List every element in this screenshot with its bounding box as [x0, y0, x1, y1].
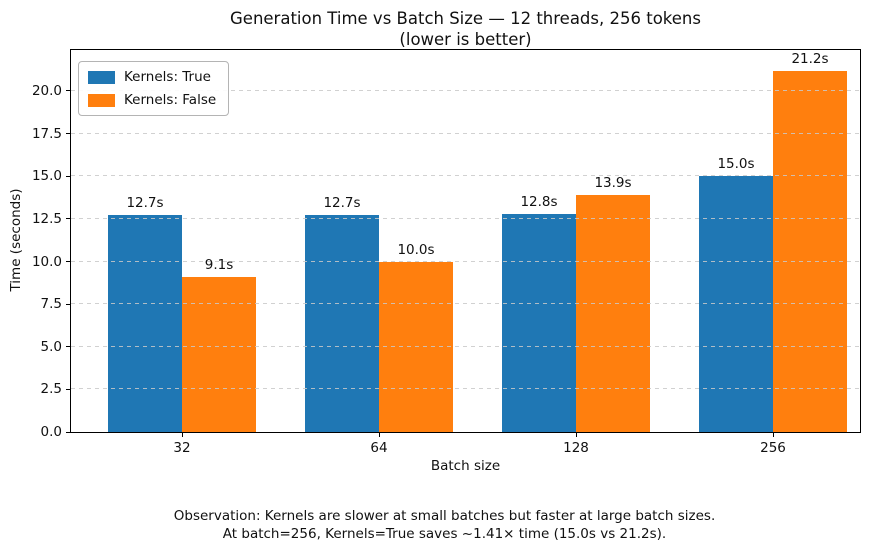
y-tick-mark — [66, 175, 70, 177]
gridline-y-7.5 — [71, 303, 860, 305]
legend: Kernels: True Kernels: False — [78, 61, 230, 116]
y-tick-mark — [66, 90, 70, 92]
bar-value-label: 12.7s — [323, 195, 361, 212]
x-tick-mark — [576, 433, 577, 437]
bar-value-label: 13.9s — [594, 175, 632, 191]
legend-label-kernels-true: Kernels: True — [124, 69, 211, 85]
gridline-y-5 — [71, 345, 860, 347]
y-tick-label-0.0: 0.0 — [40, 424, 62, 440]
bar-false-64 — [379, 261, 453, 432]
x-tick-label-32: 32 — [173, 440, 191, 456]
y-tick-mark — [66, 431, 70, 433]
bar-value-label: 12.8s — [520, 193, 558, 210]
footnote: Observation: Kernels are slower at small… — [0, 507, 889, 543]
x-tick-mark — [379, 433, 380, 437]
bar-value-label: 10.0s — [397, 241, 435, 258]
bar-true-128 — [502, 213, 576, 432]
y-tick-label-5.0: 5.0 — [40, 338, 62, 355]
y-tick-label-15.0: 15.0 — [31, 168, 62, 185]
bar-value-label: 21.2s — [791, 50, 829, 67]
legend-swatch-kernels-true — [88, 70, 115, 84]
bar-false-32 — [182, 276, 256, 432]
y-tick-mark — [66, 346, 70, 348]
bar-true-64 — [305, 215, 379, 432]
x-tick-label-64: 64 — [370, 440, 388, 456]
y-tick-mark — [66, 261, 70, 262]
gridline-y-2.5 — [71, 388, 860, 390]
y-tick-mark — [66, 303, 70, 305]
gridline-y-15 — [71, 175, 860, 177]
legend-label-kernels-false: Kernels: False — [124, 92, 217, 108]
footnote-line-2: At batch=256, Kernels=True saves ~1.41× … — [222, 526, 667, 542]
chart-title: Generation Time vs Batch Size — 12 threa… — [230, 9, 701, 28]
gridline-y-20 — [71, 89, 860, 91]
x-axis-label: Batch size — [430, 458, 501, 474]
y-tick-mark — [66, 218, 70, 220]
y-tick-label-2.5: 2.5 — [40, 381, 62, 398]
gridline-y-17.5 — [71, 132, 860, 134]
bar-false-256 — [773, 70, 847, 432]
bar-value-label: 15.0s — [717, 156, 755, 173]
y-tick-label-12.5: 12.5 — [31, 210, 62, 227]
y-tick-mark — [66, 388, 70, 390]
chart-subtitle: (lower is better) — [399, 30, 532, 49]
bar-value-label: 12.7s — [126, 195, 164, 212]
y-tick-label-17.5: 17.5 — [31, 125, 62, 142]
bar-false-128 — [576, 195, 650, 432]
x-tick-label-128: 128 — [563, 440, 589, 456]
footnote-line-1: Observation: Kernels are slower at small… — [173, 508, 716, 524]
legend-item-kernels-true: Kernels: True — [88, 69, 216, 85]
y-tick-mark — [66, 133, 70, 135]
y-axis-label: Time (seconds) — [8, 188, 24, 292]
bar-true-32 — [108, 215, 182, 432]
x-tick-mark — [773, 433, 774, 437]
y-tick-label-7.5: 7.5 — [40, 296, 62, 313]
y-tick-label-20.0: 20.0 — [31, 82, 62, 99]
y-tick-label-10.0: 10.0 — [31, 253, 62, 270]
x-tick-mark — [182, 433, 183, 437]
gridline-y-10 — [71, 260, 860, 262]
bar-value-label: 9.1s — [204, 256, 234, 273]
gridline-y-12.5 — [71, 217, 860, 219]
x-tick-label-256: 256 — [760, 440, 786, 456]
plot-area: Kernels: True Kernels: False 12.7s 12.7s 1… — [70, 49, 861, 433]
legend-item-kernels-false: Kernels: False — [88, 92, 216, 108]
legend-swatch-kernels-false — [88, 93, 115, 107]
